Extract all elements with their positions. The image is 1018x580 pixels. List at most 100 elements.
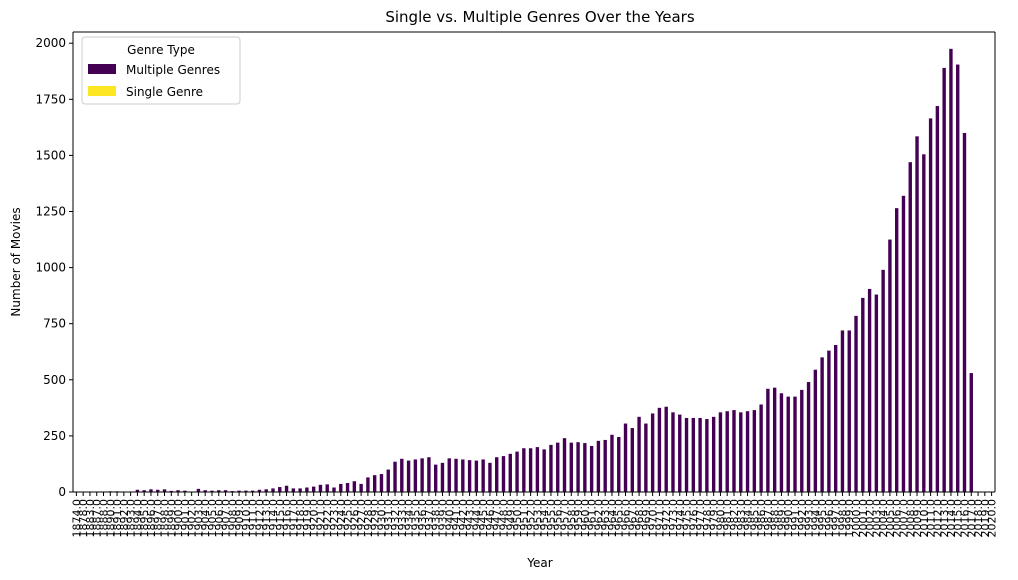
x-tick-label: 1964.0 — [606, 499, 619, 538]
x-tick-label: 1927.0 — [355, 499, 368, 538]
x-tick-label: 1923.0 — [328, 499, 341, 538]
x-tick-label: 2007.0 — [897, 499, 910, 538]
x-tick-label: 1963.0 — [599, 499, 612, 538]
x-tick-label: 1937.0 — [423, 499, 436, 538]
bar-multiple-genres-1911.0 — [250, 490, 255, 492]
legend-label-multiple-genres: Multiple Genres — [126, 63, 220, 77]
bar-multiple-genres-1921.0 — [318, 484, 323, 492]
x-tick-label: 1988.0 — [769, 499, 782, 538]
x-tick-label: 1922.0 — [321, 499, 334, 538]
bar-multiple-genres-2004.0 — [881, 269, 885, 492]
x-tick-label: 1947.0 — [491, 499, 504, 538]
bar-multiple-genres-1964.0 — [610, 434, 614, 492]
x-tick-label: 1920.0 — [308, 499, 321, 538]
bar-multiple-genres-1938.0 — [434, 464, 438, 492]
x-tick-label: 2001.0 — [857, 499, 870, 538]
x-tick-label: 1897.0 — [152, 499, 165, 538]
bar-multiple-genres-1913.0 — [264, 489, 268, 492]
bar-multiple-genres-1954.0 — [542, 449, 546, 492]
legend-frame — [81, 36, 241, 105]
y-tick-label: 1000 — [35, 261, 66, 275]
x-tick-label: 1909.0 — [233, 499, 246, 538]
x-tick-label: 2011.0 — [925, 499, 938, 538]
bar-multiple-genres-1941.0 — [454, 458, 458, 492]
x-tick-label: 1906.0 — [213, 499, 226, 538]
x-tick-label: 1938.0 — [430, 499, 443, 538]
bar-multiple-genres-2006.0 — [895, 208, 899, 492]
bar-multiple-genres-1957.0 — [562, 438, 567, 492]
x-tick-label: 1971.0 — [653, 499, 666, 538]
axes-group — [72, 31, 996, 493]
x-tick-label: 1916.0 — [281, 499, 294, 538]
bar-multiple-genres-1978.0 — [705, 419, 709, 492]
x-tick-label: 2002.0 — [864, 499, 877, 538]
bar-multiple-genres-1992.0 — [800, 389, 804, 492]
bar-multiple-genres-1989.0 — [779, 393, 784, 492]
bar-multiple-genres-1939.0 — [440, 462, 445, 492]
y-tick-label: 1500 — [35, 148, 66, 162]
x-tick-label: 1899.0 — [165, 499, 178, 538]
bar-multiple-genres-1985.0 — [752, 410, 757, 492]
bar-multiple-genres-1897.0 — [156, 489, 160, 492]
bar-multiple-genres-1926.0 — [352, 481, 357, 492]
x-tick-label: 1917.0 — [287, 499, 300, 538]
x-tick-label: 1953.0 — [531, 499, 544, 538]
bar-multiple-genres-1915.0 — [278, 487, 282, 492]
x-tick-label: 1952.0 — [525, 499, 538, 538]
x-tick-label: 1939.0 — [436, 499, 449, 538]
bar-multiple-genres-1975.0 — [684, 417, 689, 492]
bar-multiple-genres-1950.0 — [515, 451, 519, 492]
bar-multiple-genres-1947.0 — [495, 457, 499, 492]
y-ticks: 0 250 500 750 1000 1250 1500 1750 2000 — [35, 36, 73, 499]
bar-multiple-genres-1970.0 — [650, 413, 655, 492]
bar-multiple-genres-1928.0 — [366, 477, 370, 492]
x-tick-label: 2008.0 — [904, 499, 917, 538]
x-tick-label: 1911.0 — [247, 499, 260, 538]
bar-multiple-genres-1907.0 — [223, 490, 228, 492]
x-tick-label: 1907.0 — [220, 499, 233, 538]
x-tick-label: 1934.0 — [403, 499, 416, 538]
x-tick-label: 1967.0 — [626, 499, 639, 538]
bar-multiple-genres-1933.0 — [400, 458, 404, 492]
bar-multiple-genres-1994.0 — [813, 369, 818, 492]
bar-multiple-genres-1924.0 — [339, 483, 343, 492]
bar-multiple-genres-1963.0 — [603, 439, 607, 492]
bar-multiple-genres-1974.0 — [678, 414, 682, 492]
x-tick-label: 1970.0 — [647, 499, 660, 538]
bar-multiple-genres-1943.0 — [467, 460, 472, 492]
x-tick-label: 1997.0 — [830, 499, 843, 538]
bar-multiple-genres-1925.0 — [345, 483, 350, 492]
x-tick-label: 1983.0 — [735, 499, 748, 538]
y-tick-label: 1750 — [35, 92, 66, 106]
bar-multiple-genres-1909.0 — [237, 490, 241, 492]
bar-multiple-genres-1982.0 — [732, 410, 736, 492]
x-tick-label: 1913.0 — [260, 499, 273, 538]
x-tick-label: 1921.0 — [314, 499, 327, 538]
x-tick-label: 2012.0 — [931, 499, 944, 538]
bar-multiple-genres-1942.0 — [461, 459, 465, 492]
bar-multiple-genres-1986.0 — [759, 404, 763, 492]
x-tick-label: 1931.0 — [382, 499, 395, 538]
bar-multiple-genres-1944.0 — [474, 460, 479, 492]
legend: Genre Type Multiple Genres Single Genre — [81, 36, 241, 105]
bar-multiple-genres-1916.0 — [284, 485, 289, 492]
bar-multiple-genres-1932.0 — [393, 461, 397, 492]
x-tick-label: 1959.0 — [572, 499, 585, 538]
bar-multiple-genres-1961.0 — [589, 446, 594, 492]
bar-multiple-genres-1999.0 — [847, 330, 851, 492]
x-tick-label: 1894.0 — [131, 499, 144, 538]
y-tick-label: 750 — [43, 317, 66, 331]
x-tick-label: 1986.0 — [755, 499, 768, 538]
bar-multiple-genres-1977.0 — [698, 417, 702, 492]
bar-multiple-genres-1996.0 — [827, 350, 831, 492]
bar-multiple-genres-1937.0 — [427, 457, 431, 492]
x-tick-label: 1878.0 — [77, 499, 90, 538]
x-tick-label: 2016.0 — [958, 499, 971, 538]
chart-title: Single vs. Multiple Genres Over the Year… — [385, 8, 694, 26]
x-tick-label: 1883.0 — [84, 499, 97, 538]
bar-multiple-genres-1987.0 — [766, 388, 770, 492]
bar-multiple-genres-1896.0 — [149, 489, 153, 492]
x-tick-label: 1993.0 — [803, 499, 816, 538]
x-tick-label: 1998.0 — [836, 499, 849, 538]
